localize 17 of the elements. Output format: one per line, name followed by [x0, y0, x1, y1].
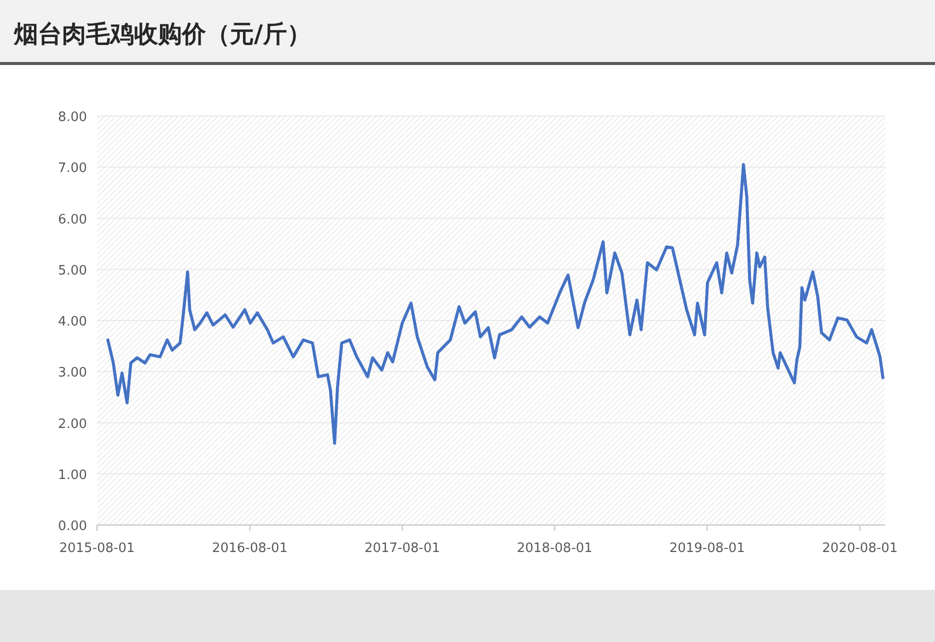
y-tick-label: 0.00 — [58, 519, 87, 534]
y-tick-label: 8.00 — [58, 110, 87, 125]
chart-title: 烟台肉毛鸡收购价（元/斤） — [13, 20, 311, 48]
y-tick-label: 5.00 — [58, 263, 87, 278]
x-tick-label: 2019-08-01 — [669, 541, 745, 556]
y-tick-label: 4.00 — [58, 314, 87, 330]
y-tick-label: 6.00 — [58, 212, 87, 228]
x-tick-label: 2017-08-01 — [364, 541, 440, 556]
x-tick-label: 2018-08-01 — [516, 541, 592, 556]
y-tick-label: 7.00 — [58, 161, 87, 176]
line-series — [106, 163, 884, 445]
x-tick-label: 2016-08-01 — [212, 541, 288, 556]
x-tick-label: 2020-08-01 — [822, 541, 898, 556]
y-tick-label: 2.00 — [58, 416, 87, 432]
y-tick-label: 3.00 — [58, 366, 87, 381]
x-tick-label: 2015-08-01 — [59, 541, 135, 556]
y-tick-label: 1.00 — [58, 468, 87, 483]
